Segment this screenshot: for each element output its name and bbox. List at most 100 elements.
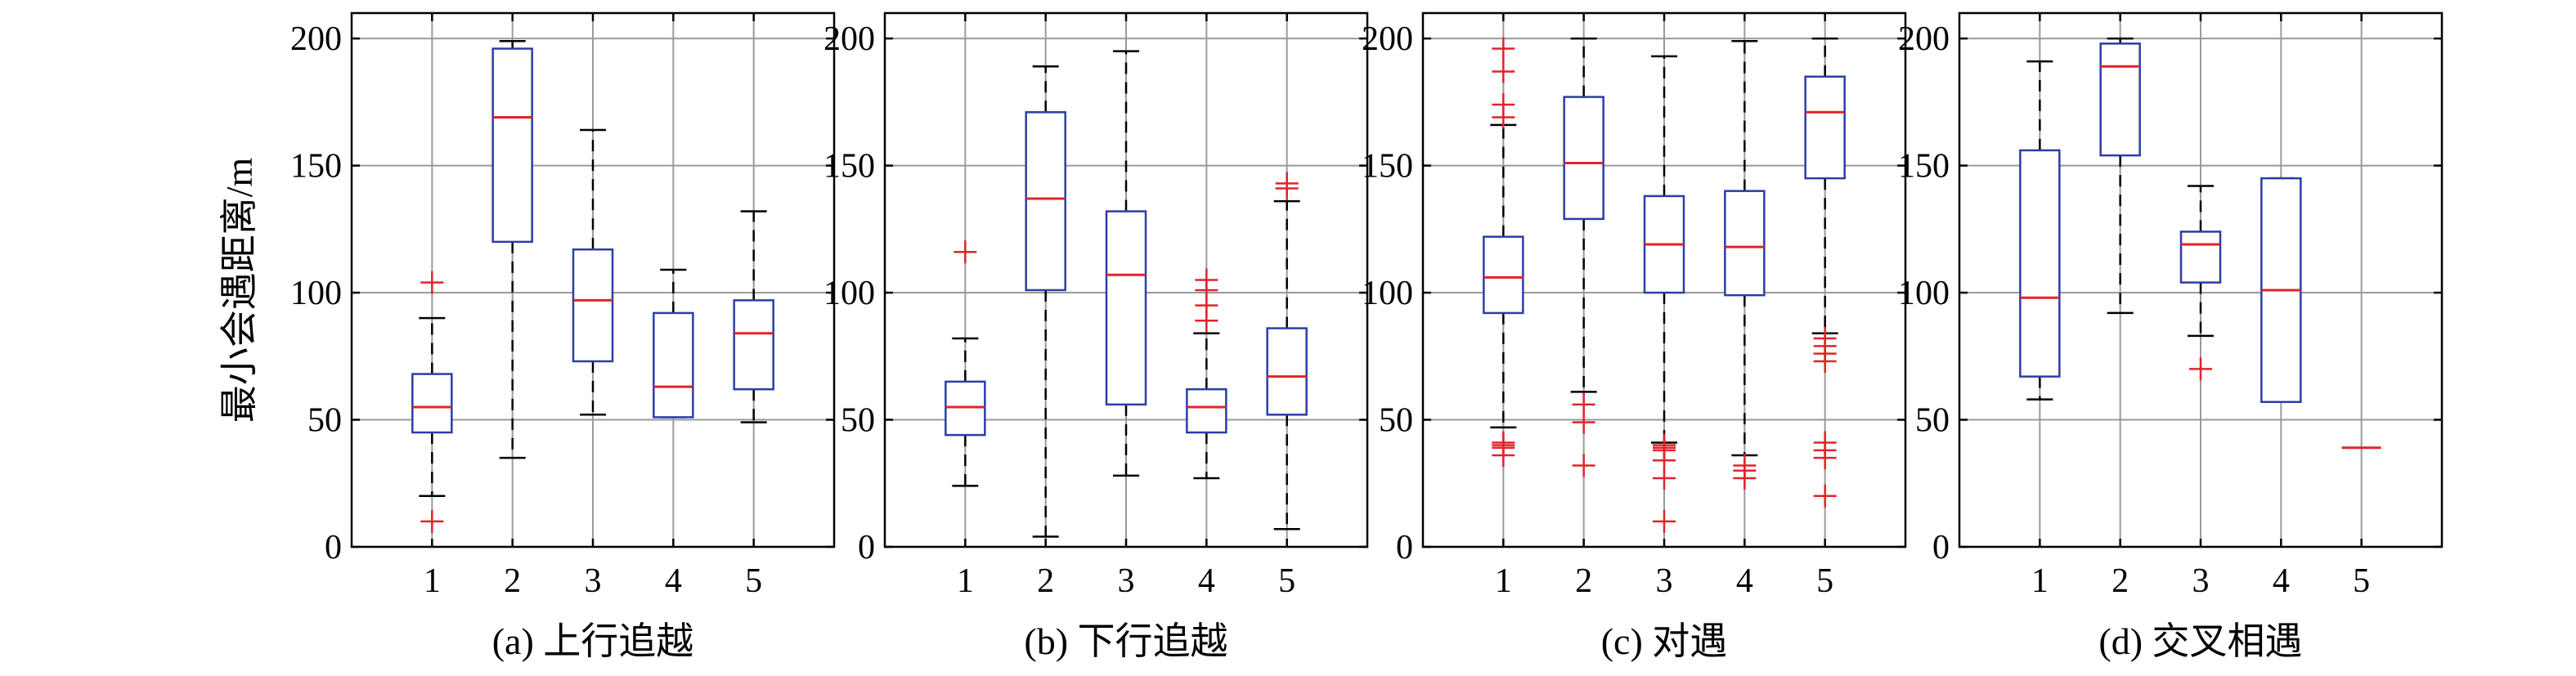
box-3 bbox=[1105, 50, 1147, 477]
box-3 bbox=[1643, 55, 1685, 533]
box-iqr bbox=[733, 299, 774, 391]
box-3 bbox=[2179, 185, 2222, 381]
box-iqr bbox=[945, 380, 986, 436]
outlier-point bbox=[1492, 60, 1515, 83]
x-tick-label: 4 bbox=[1198, 562, 1215, 600]
x-tick-label: 4 bbox=[2273, 562, 2290, 600]
y-axis-label: 最小会遇距离/m bbox=[218, 158, 260, 423]
outlier-point bbox=[1492, 37, 1515, 60]
x-tick-label: 2 bbox=[504, 562, 521, 600]
x-tick-label: 1 bbox=[957, 562, 974, 600]
box-1 bbox=[1483, 37, 1524, 468]
outlier-point bbox=[1653, 433, 1676, 457]
box-4 bbox=[1724, 39, 1766, 490]
outlier-point bbox=[420, 271, 444, 294]
x-tick-label: 2 bbox=[1037, 562, 1054, 600]
y-tick-label: 100 bbox=[1362, 275, 1413, 312]
x-tick-label: 3 bbox=[1656, 562, 1673, 600]
x-tick-label: 4 bbox=[1736, 562, 1753, 600]
outlier-point bbox=[1813, 431, 1837, 454]
x-tick-label: 1 bbox=[1495, 562, 1512, 600]
panel-1: 0 50 100 150 200 1 2 3 4 5 (a) 上行追越 bbox=[290, 11, 836, 662]
box-2 bbox=[1025, 65, 1066, 538]
y-tick-label: 100 bbox=[290, 275, 342, 312]
box-iqr bbox=[1186, 387, 1227, 434]
panel-caption: (a) 上行追越 bbox=[492, 620, 694, 662]
x-tick-label: 3 bbox=[1118, 562, 1135, 600]
y-tick-label: 200 bbox=[290, 20, 342, 58]
y-tick-label: 50 bbox=[307, 402, 342, 440]
outlier-point bbox=[1653, 509, 1676, 533]
y-tick-label: 100 bbox=[1898, 275, 1950, 312]
y-tick-label: 100 bbox=[824, 275, 875, 312]
outlier-point bbox=[1813, 484, 1837, 508]
y-tick-label: 200 bbox=[824, 20, 875, 58]
outlier-point bbox=[1492, 431, 1515, 454]
panel-caption: (c) 对遇 bbox=[1601, 620, 1728, 662]
box-iqr bbox=[411, 373, 453, 434]
y-tick-label: 150 bbox=[824, 148, 875, 186]
outlier-point bbox=[2189, 357, 2212, 381]
y-tick-label: 0 bbox=[325, 529, 342, 566]
outlier-point bbox=[1733, 454, 1757, 477]
box-5 bbox=[1804, 37, 1846, 508]
x-tick-label: 1 bbox=[2031, 562, 2049, 600]
box-iqr bbox=[1025, 111, 1066, 292]
outlier-point bbox=[1195, 268, 1218, 292]
box-2 bbox=[1563, 37, 1604, 477]
outlier-point bbox=[954, 240, 977, 264]
box-iqr bbox=[1483, 235, 1524, 315]
box-iqr bbox=[491, 47, 533, 244]
panel-2: 0 50 100 150 200 1 2 3 4 5 (b) 下行追越 bbox=[824, 11, 1369, 662]
box-3 bbox=[572, 128, 614, 416]
box-iqr bbox=[2179, 231, 2222, 284]
box-iqr bbox=[1266, 327, 1308, 416]
box-iqr bbox=[1563, 96, 1604, 221]
box-2 bbox=[2099, 37, 2141, 315]
box-1 bbox=[2019, 60, 2061, 401]
x-tick-label: 5 bbox=[1278, 562, 1295, 600]
box-iqr bbox=[1804, 75, 1846, 180]
box-1 bbox=[411, 271, 453, 533]
x-tick-label: 5 bbox=[2353, 562, 2370, 600]
outlier-point bbox=[1572, 454, 1595, 477]
outlier-point bbox=[1275, 172, 1299, 195]
box-iqr bbox=[2019, 149, 2061, 378]
panel-caption: (b) 下行追越 bbox=[1024, 620, 1227, 662]
box-iqr bbox=[1724, 190, 1766, 297]
x-tick-label: 2 bbox=[2112, 562, 2129, 600]
panel-caption: (d) 交叉相遇 bbox=[2098, 620, 2302, 662]
y-tick-label: 50 bbox=[1379, 402, 1413, 440]
outlier-point bbox=[1813, 327, 1837, 351]
box-iqr bbox=[2099, 43, 2141, 157]
y-tick-label: 200 bbox=[1362, 20, 1413, 58]
y-tick-label: 150 bbox=[1898, 148, 1950, 186]
outlier-point bbox=[1572, 392, 1595, 416]
box-2 bbox=[491, 39, 533, 459]
x-tick-label: 5 bbox=[745, 562, 762, 600]
x-tick-label: 1 bbox=[424, 562, 441, 600]
panel-3: 0 50 100 150 200 1 2 3 4 5 (c) 对遇 bbox=[1362, 11, 1907, 662]
x-tick-label: 2 bbox=[1575, 562, 1592, 600]
box-4 bbox=[1186, 268, 1227, 480]
y-tick-label: 50 bbox=[1915, 402, 1950, 440]
y-tick-label: 0 bbox=[1396, 529, 1413, 566]
y-tick-label: 200 bbox=[1898, 20, 1950, 58]
box-5 bbox=[733, 210, 774, 423]
y-tick-label: 50 bbox=[841, 402, 875, 440]
box-5 bbox=[1266, 172, 1308, 531]
x-tick-label: 4 bbox=[665, 562, 682, 600]
box-4 bbox=[2260, 177, 2302, 404]
box-4 bbox=[653, 268, 694, 419]
box-iqr bbox=[653, 311, 694, 419]
outlier-point bbox=[1492, 92, 1515, 116]
x-tick-label: 3 bbox=[585, 562, 602, 600]
x-tick-label: 3 bbox=[2192, 562, 2210, 600]
y-tick-label: 0 bbox=[1932, 529, 1950, 566]
x-tick-label: 5 bbox=[1816, 562, 1833, 600]
outlier-point bbox=[420, 509, 444, 533]
panel-4: 0 50 100 150 200 1 2 3 4 5 (d) 交叉相遇 bbox=[1898, 11, 2444, 662]
y-tick-label: 0 bbox=[858, 529, 875, 566]
